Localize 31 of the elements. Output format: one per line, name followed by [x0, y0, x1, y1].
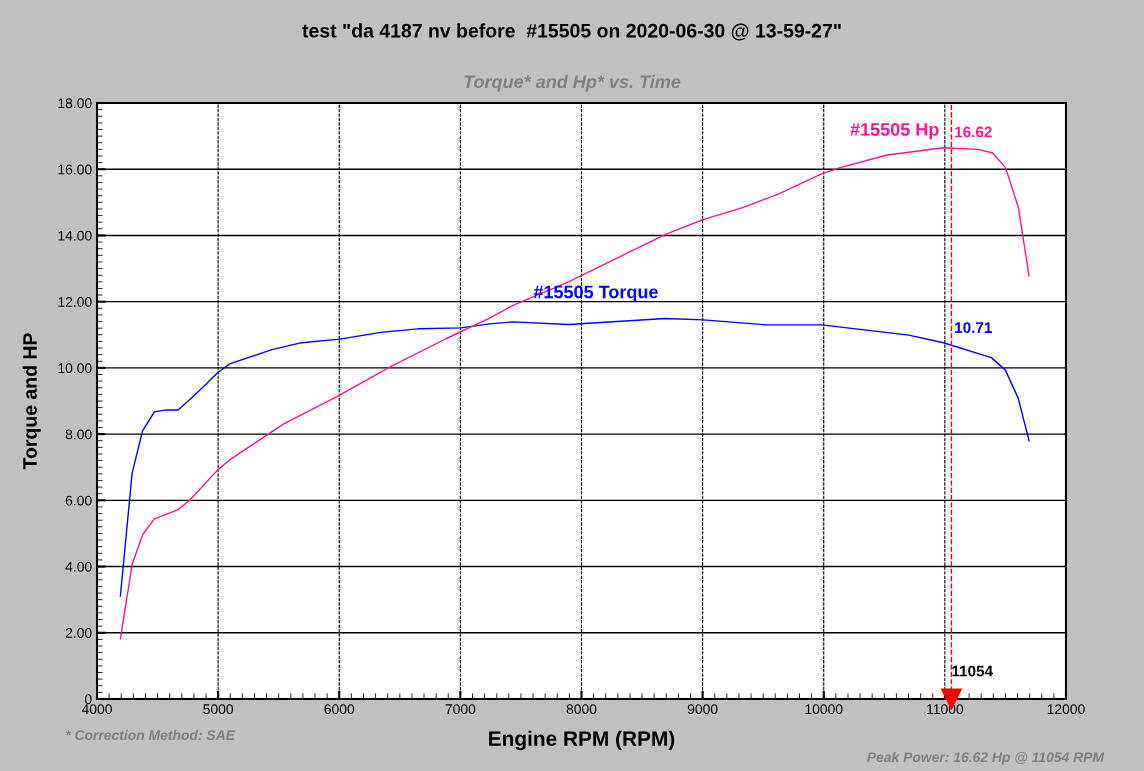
annotation: 10.71	[955, 322, 992, 334]
y-tick-label: 4.00	[65, 561, 92, 572]
y-axis-title: Torque and HP	[22, 333, 41, 470]
x-axis-title: Engine RPM (RPM)	[489, 730, 675, 751]
x-tick-label: 6000	[324, 704, 355, 715]
y-tick-label: 10.00	[58, 363, 92, 374]
series-label: #15505 Hp	[850, 123, 939, 140]
x-tick-label: 10000	[805, 704, 843, 715]
y-tick-label: 0	[84, 694, 92, 705]
chart-subtitle: Torque* and Hp* vs. Time	[464, 74, 681, 92]
x-tick-label: 12000	[1047, 704, 1085, 715]
annotation: 16.62	[955, 126, 992, 138]
y-tick-label: 8.00	[65, 429, 92, 440]
y-tick-label: 12.00	[58, 297, 92, 307]
x-tick-label: 11000	[927, 704, 964, 715]
line-series	[119, 317, 1030, 597]
ref-line-label: 11054	[952, 665, 993, 677]
y-tick-label: 2.00	[65, 628, 92, 638]
text: Peak Power: 16.62 Hp @ 11054 RPM	[867, 751, 1105, 765]
x-tick-label: 8000	[566, 704, 597, 715]
chart-title: test "da 4187 nv before #15505 on 2020-06-30 @ 13-59-27"	[302, 23, 841, 41]
text: * Correction Method: SAE	[65, 729, 236, 741]
y-tick-label: 14.00	[58, 230, 92, 241]
y-tick-label: 6.00	[65, 495, 92, 506]
line-series	[119, 147, 1030, 640]
x-tick-label: 5000	[203, 704, 234, 715]
x-tick-label: 4000	[81, 704, 112, 715]
x-tick-label: 9000	[687, 704, 718, 715]
y-tick-label: 16.00	[58, 164, 92, 175]
y-tick-label: 18.00	[58, 98, 92, 109]
x-tick-label: 7000	[445, 704, 476, 715]
